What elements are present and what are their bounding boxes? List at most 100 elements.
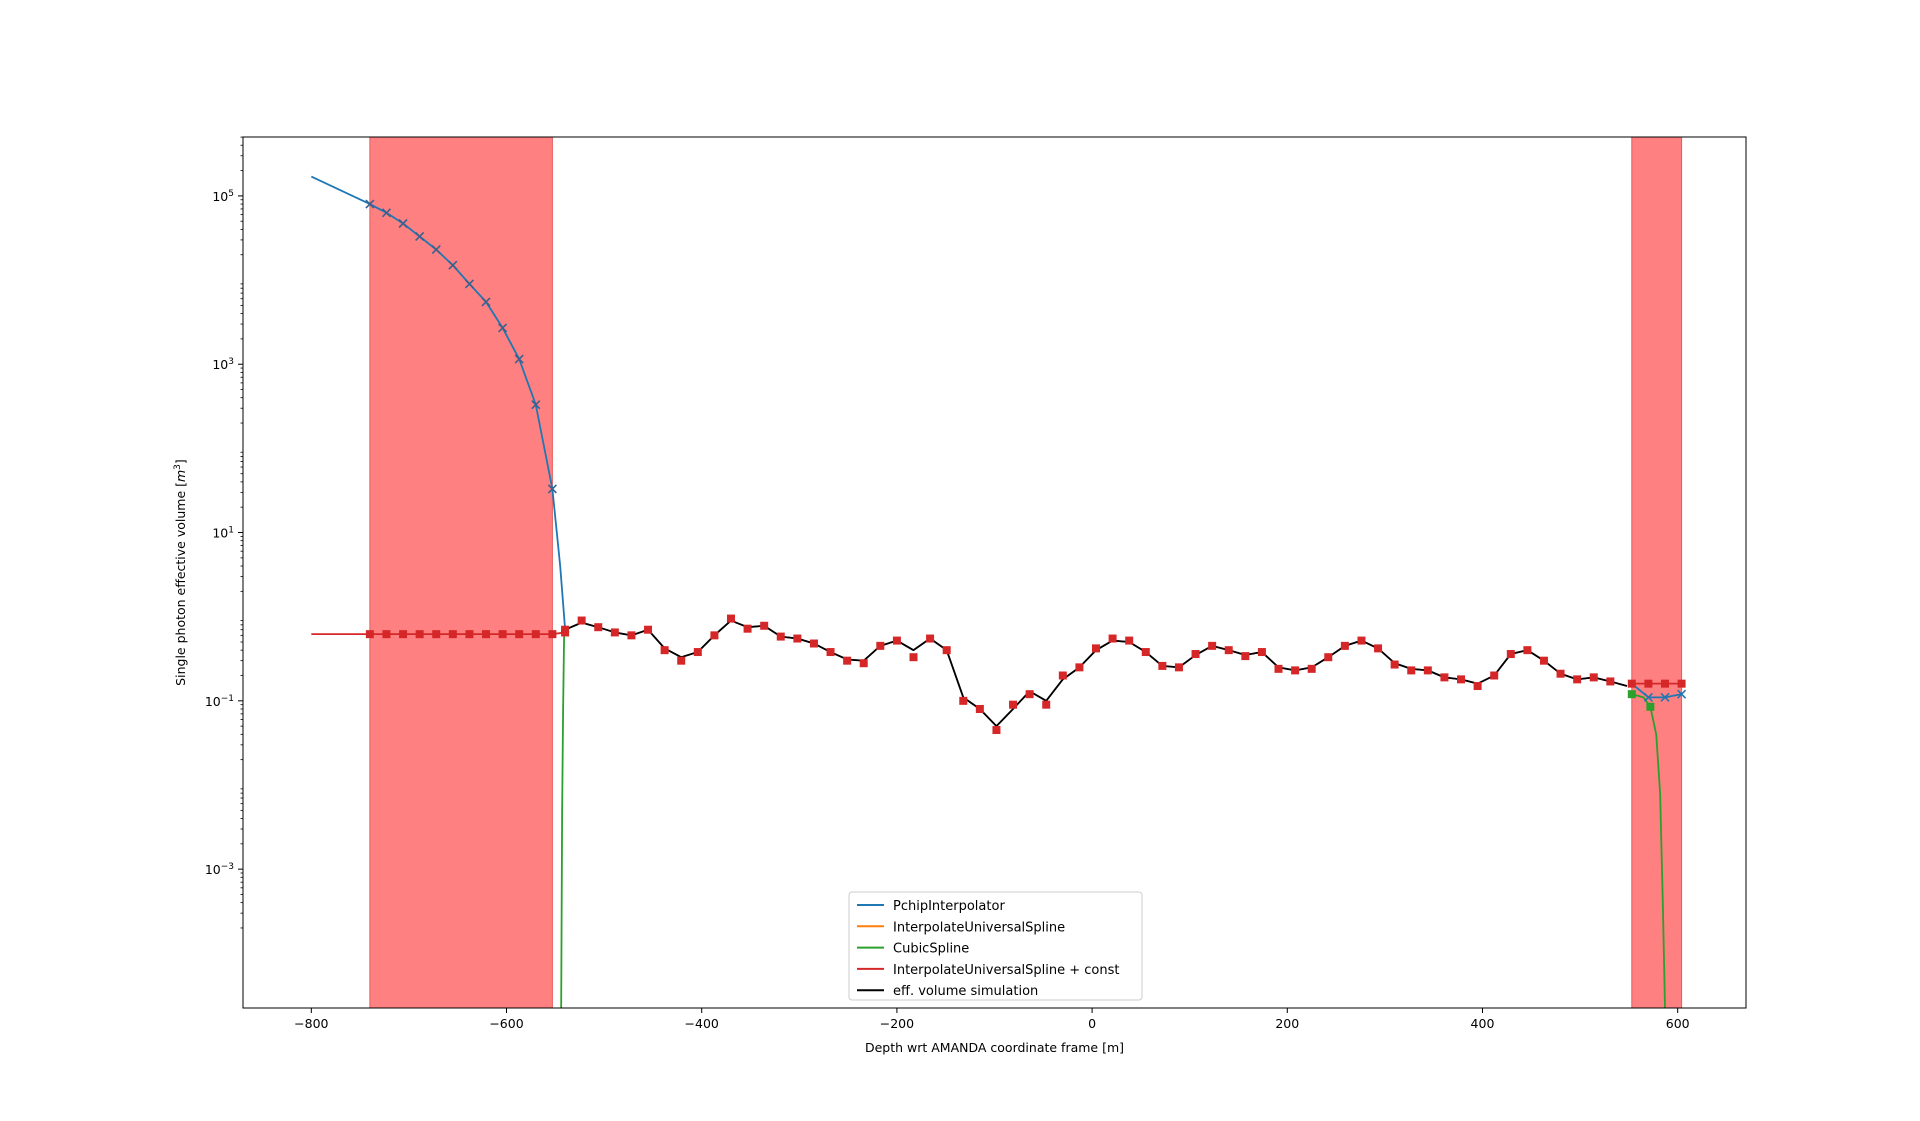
simulation-marker <box>1340 641 1349 650</box>
y-tick-power: 3 <box>228 357 234 367</box>
const-left-marker <box>382 630 391 639</box>
legend-label-2: CubicSpline <box>893 942 969 957</box>
simulation-marker <box>843 656 852 665</box>
x-axis-label: Depth wrt AMANDA coordinate frame [m] <box>865 1040 1124 1055</box>
cubic-spline-right-line <box>1631 693 1666 1009</box>
universal-spline-const-main-line <box>564 619 1628 727</box>
pchip-extrapolation-marker <box>481 297 491 307</box>
const-left-marker <box>482 630 491 639</box>
pchip-right-line <box>1631 682 1682 699</box>
simulation-marker <box>909 653 918 662</box>
x-tick-label: −600 <box>489 1016 523 1031</box>
legend-label-3: InterpolateUniversalSpline + const <box>893 963 1119 978</box>
pchip-right-marker <box>1660 692 1670 702</box>
y-tick-label: 105 <box>212 189 234 204</box>
simulation-marker <box>826 648 835 657</box>
y-tick-label: 10−1 <box>205 694 234 709</box>
cubic-spline-right-marker <box>1627 690 1636 699</box>
const-left-marker <box>498 630 507 639</box>
pchip-extrapolation-marker <box>381 208 392 218</box>
simulation-marker <box>1390 660 1399 669</box>
y-tick-base: 10 <box>212 526 228 541</box>
simulation-marker <box>677 656 686 665</box>
simulation-marker <box>660 646 669 655</box>
simulation-marker <box>726 614 735 623</box>
series-markers <box>365 199 1687 735</box>
simulation-marker <box>1589 673 1598 682</box>
simulation-marker <box>1058 671 1067 680</box>
simulation-marker <box>1009 700 1018 709</box>
pchip-extrapolation-marker <box>531 400 541 410</box>
simulation-marker <box>926 634 935 643</box>
simulation-marker <box>1125 636 1134 645</box>
const-left-marker <box>365 630 374 639</box>
y-axis-label-prefix: Single photon effective volume [ <box>173 482 188 686</box>
simulation-marker <box>776 632 785 641</box>
const-left-marker <box>515 630 524 639</box>
const-left-marker <box>432 630 441 639</box>
pchip-right-marker <box>1643 692 1653 702</box>
simulation-marker <box>1523 646 1532 655</box>
simulation-marker <box>1191 650 1200 659</box>
simulation-marker <box>1025 690 1034 699</box>
const-right-marker <box>1627 679 1636 688</box>
const-left-marker <box>415 630 424 639</box>
simulation-marker <box>644 625 653 634</box>
pchip-extrapolation-marker <box>365 199 375 209</box>
y-tick-label: 10−3 <box>205 862 234 877</box>
legend: PchipInterpolator InterpolateUniversalSpl… <box>848 891 1143 1001</box>
simulation-marker <box>1556 669 1565 678</box>
y-axis-label: Single photon effective volume [m3] <box>173 459 188 686</box>
y-tick-power: −3 <box>221 862 234 872</box>
y-tick-base: 10 <box>205 862 221 877</box>
y-tick-label: 103 <box>212 357 234 372</box>
simulation-marker <box>1374 644 1383 653</box>
pchip-extrapolation-marker <box>464 279 474 289</box>
const-right-marker <box>1660 679 1669 688</box>
simulation-marker <box>1473 682 1482 691</box>
simulation-marker <box>1257 648 1266 657</box>
cubic-spline-right-marker <box>1646 702 1655 711</box>
const-right-marker <box>1644 679 1653 688</box>
pchip-extrapolation-marker <box>398 218 408 229</box>
simulation-marker <box>1241 652 1250 661</box>
y-tick-power: 5 <box>228 189 234 199</box>
pchip-right-marker <box>1677 689 1687 699</box>
simulation-marker <box>876 641 885 650</box>
simulation-marker <box>1158 661 1167 670</box>
legend-label-1: InterpolateUniversalSpline <box>893 920 1065 935</box>
simulation-marker <box>1291 666 1300 675</box>
simulation-marker <box>992 726 1001 735</box>
simulation-marker <box>577 616 586 625</box>
simulation-marker <box>1208 641 1217 650</box>
legend-label-0: PchipInterpolator <box>893 899 1005 914</box>
simulation-marker <box>1606 677 1615 686</box>
x-tick-label: −400 <box>685 1016 719 1031</box>
simulation-marker <box>942 646 951 655</box>
const-left-marker <box>448 630 457 639</box>
x-tick-label: 600 <box>1666 1016 1690 1031</box>
simulation-marker <box>1490 671 1499 680</box>
simulation-marker <box>1423 666 1432 675</box>
simulation-marker <box>975 704 984 713</box>
simulation-marker <box>1092 644 1101 653</box>
simulation-marker <box>793 634 802 643</box>
pchip-extrapolation-marker <box>514 354 524 364</box>
simulation-marker <box>1506 650 1515 659</box>
y-tick-power: −1 <box>221 694 234 704</box>
simulation-line <box>564 619 1628 728</box>
simulation-marker <box>1357 636 1366 645</box>
pchip-extrapolation-marker <box>415 231 425 241</box>
pchip-extrapolation-marker <box>431 245 441 255</box>
shaded-regions <box>369 136 1683 1009</box>
const-left-marker <box>465 630 474 639</box>
simulation-marker <box>809 639 818 648</box>
simulation-marker <box>1274 664 1283 673</box>
simulation-marker <box>561 625 570 634</box>
x-tick-label: 400 <box>1471 1016 1495 1031</box>
y-tick-power: 1 <box>228 526 234 536</box>
simulation-marker <box>859 659 868 668</box>
const-left-marker <box>399 630 408 639</box>
